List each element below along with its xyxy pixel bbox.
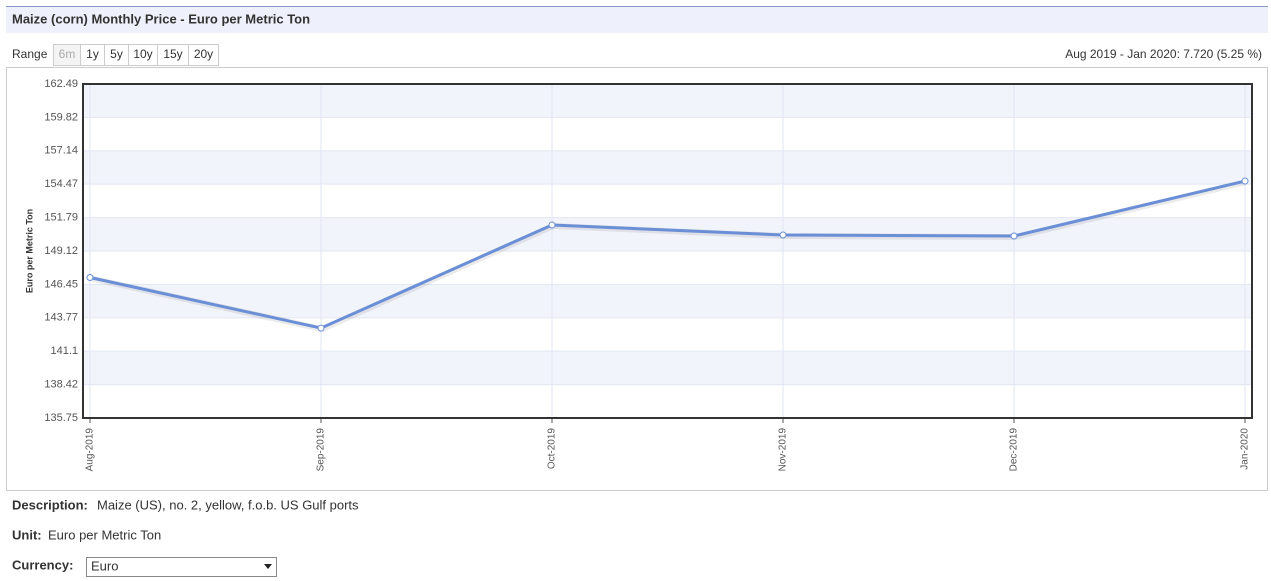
range-button-label[interactable]: 10y [133, 47, 152, 61]
y-axis-label: Euro per Metric Ton [24, 209, 34, 293]
unit: Euro per Metric Ton [48, 527, 161, 542]
grid-band [83, 351, 1252, 385]
x-tick-label: Dec-2019 [1009, 428, 1020, 472]
y-tick-label: 162.49 [44, 78, 78, 90]
x-tick-label: Jan-2020 [1240, 428, 1251, 470]
y-tick-label: 159.82 [44, 111, 78, 123]
select-arrow [264, 564, 272, 569]
data-point [548, 221, 556, 229]
y-tick-label: 157.14 [44, 145, 78, 157]
data-point [317, 324, 325, 332]
chart-box [6, 67, 1268, 491]
range-button-label[interactable]: 6m [59, 47, 76, 61]
description-label: Description: [12, 497, 88, 512]
range-button-label[interactable]: 20y [194, 47, 213, 61]
x-tick-label: Nov-2019 [778, 428, 789, 472]
y-tick-label: 146.45 [44, 278, 78, 290]
unit-label: Unit: [12, 527, 42, 542]
header-bar [6, 6, 1268, 33]
y-tick-label: 143.77 [44, 312, 78, 324]
data-point [779, 231, 787, 239]
data-point [86, 273, 94, 281]
range-button-label[interactable]: 1y [86, 47, 99, 61]
description: Maize (US), no. 2, yellow, f.o.b. US Gul… [97, 497, 359, 512]
x-tick-label: Oct-2019 [547, 428, 558, 470]
x-tick-label: Aug-2019 [85, 428, 96, 472]
x-tick-label: Sep-2019 [316, 428, 327, 472]
grid-band [83, 150, 1252, 185]
y-tick-label: 149.12 [44, 245, 78, 257]
grid-band [83, 284, 1252, 318]
grid-band [83, 84, 1252, 118]
currency-value[interactable]: Euro [91, 558, 118, 573]
range-button-label[interactable]: 5y [110, 47, 123, 61]
y-tick-label: 141.1 [50, 345, 78, 357]
y-tick-label: 151.79 [44, 212, 78, 224]
series-line [89, 179, 1246, 330]
y-tick-label: 135.75 [44, 412, 78, 424]
data-point [1241, 177, 1249, 185]
grid-band [83, 217, 1252, 251]
range-label: Range [12, 47, 48, 61]
range-button[interactable] [188, 44, 219, 66]
range-button-label[interactable]: 15y [163, 47, 182, 61]
y-tick-label: 154.47 [44, 178, 78, 190]
plot-frame [82, 83, 1253, 419]
y-tick-label: 138.42 [44, 379, 78, 391]
currency-select[interactable] [86, 557, 277, 577]
chart-title: Maize (corn) Monthly Price - Euro per Me… [12, 11, 310, 26]
data-point [1010, 232, 1018, 240]
range-summary: Aug 2019 - Jan 2020: 7.720 (5.25 %) [1065, 47, 1262, 61]
currency-label: Currency: [12, 557, 73, 572]
